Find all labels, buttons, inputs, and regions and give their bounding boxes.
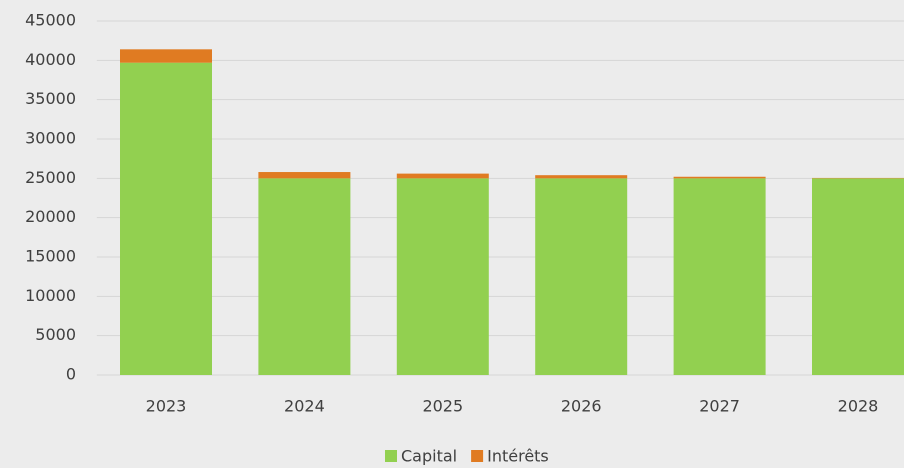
bar-segment bbox=[258, 172, 351, 179]
bar-segment bbox=[673, 178, 766, 375]
bar-segment bbox=[535, 175, 628, 179]
bar-segment bbox=[535, 178, 628, 375]
bar-segment bbox=[120, 62, 212, 376]
y-tick-label: 40000 bbox=[25, 50, 76, 69]
y-tick-label: 20000 bbox=[25, 207, 76, 226]
y-tick-label: 25000 bbox=[25, 168, 76, 187]
y-tick-label: 45000 bbox=[25, 11, 76, 30]
bar-segment bbox=[396, 178, 489, 375]
x-tick-label: 2028 bbox=[838, 397, 879, 416]
x-tick-label: 2025 bbox=[422, 397, 463, 416]
bar-segment bbox=[258, 178, 351, 375]
y-tick-label: 0 bbox=[66, 365, 76, 384]
x-tick-label: 2026 bbox=[561, 397, 602, 416]
x-tick-label: 2027 bbox=[699, 397, 740, 416]
y-tick-label: 30000 bbox=[25, 129, 76, 148]
x-tick-label: 2023 bbox=[146, 397, 187, 416]
legend-swatch bbox=[385, 450, 397, 462]
bar-segment bbox=[120, 49, 212, 63]
bar-segment bbox=[396, 173, 489, 179]
bar-segment bbox=[673, 176, 766, 179]
bar-segment bbox=[812, 178, 904, 375]
legend-label: Intérêts bbox=[487, 447, 549, 466]
y-tick-label: 15000 bbox=[25, 247, 76, 266]
legend-label: Capital bbox=[401, 447, 457, 466]
legend-swatch bbox=[471, 450, 484, 462]
y-tick-label: 10000 bbox=[25, 286, 76, 305]
y-tick-label: 5000 bbox=[35, 325, 76, 344]
x-tick-label: 2024 bbox=[284, 397, 325, 416]
plot-area: 0 5000 10000 15000 20000 25000 30000 35000 40000… bbox=[25, 11, 904, 416]
y-tick-label: 35000 bbox=[25, 89, 76, 108]
